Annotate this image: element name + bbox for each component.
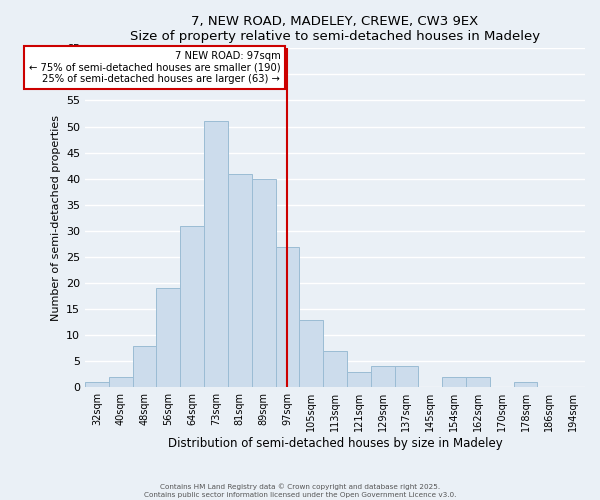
- Bar: [371, 366, 395, 388]
- Bar: [299, 320, 323, 388]
- Bar: [180, 226, 204, 388]
- X-axis label: Distribution of semi-detached houses by size in Madeley: Distribution of semi-detached houses by …: [167, 437, 502, 450]
- Bar: [275, 246, 299, 388]
- Text: 7 NEW ROAD: 97sqm
← 75% of semi-detached houses are smaller (190)
25% of semi-de: 7 NEW ROAD: 97sqm ← 75% of semi-detached…: [29, 51, 280, 84]
- Text: Contains HM Land Registry data © Crown copyright and database right 2025.
Contai: Contains HM Land Registry data © Crown c…: [144, 484, 456, 498]
- Title: 7, NEW ROAD, MADELEY, CREWE, CW3 9EX
Size of property relative to semi-detached : 7, NEW ROAD, MADELEY, CREWE, CW3 9EX Siz…: [130, 15, 540, 43]
- Bar: [109, 377, 133, 388]
- Bar: [466, 377, 490, 388]
- Bar: [252, 178, 275, 388]
- Bar: [347, 372, 371, 388]
- Bar: [514, 382, 538, 388]
- Y-axis label: Number of semi-detached properties: Number of semi-detached properties: [50, 115, 61, 321]
- Bar: [395, 366, 418, 388]
- Bar: [85, 382, 109, 388]
- Bar: [204, 122, 228, 388]
- Bar: [133, 346, 157, 388]
- Bar: [228, 174, 252, 388]
- Bar: [442, 377, 466, 388]
- Bar: [323, 351, 347, 388]
- Bar: [157, 288, 180, 388]
